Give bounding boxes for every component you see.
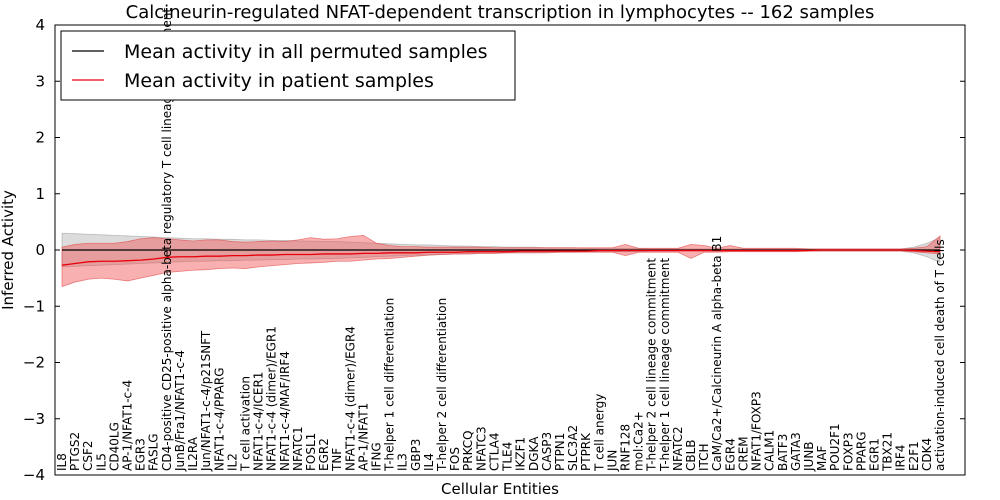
x-category-label: PTGS2: [68, 432, 82, 471]
x-category-label: CD4-positive CD25-positive alpha-beta re…: [160, 8, 174, 471]
x-category-label: CREM: [736, 436, 750, 471]
x-category-label: CDK4: [920, 438, 934, 471]
x-category-label: NFAT1/FOXP3: [750, 391, 764, 471]
x-category-label: JunB/Fra1/NFAT1-c-4: [173, 350, 187, 472]
x-category-label: T-helper 1 cell lineage commitment: [658, 258, 672, 472]
x-category-label: Jun/NFAT1-c-4/p21SNFT: [199, 330, 213, 472]
x-category-label: SLC3A2: [566, 425, 580, 471]
x-category-label: T-helper 2 cell lineage commitment: [645, 258, 659, 472]
x-category-label: NFAT1-c-4 (dimer)/EGR1: [265, 326, 279, 471]
x-category-label: NFAT1-c-4/MAF/IRF4: [278, 351, 292, 471]
y-tick-label: −2: [23, 354, 45, 372]
x-category-label: FOXP3: [841, 432, 855, 471]
y-tick-label: −4: [23, 466, 45, 484]
x-category-label: CTLA4: [487, 432, 501, 471]
x-category-label: CaM/Ca2+/Calcineurin A alpha-beta B1: [710, 236, 724, 471]
x-category-label: IL5: [94, 453, 108, 471]
x-category-label: activation-induced cell death of T cells: [933, 239, 947, 471]
y-tick-label: −1: [23, 297, 45, 315]
legend-box: [60, 30, 516, 101]
series-lines: [61, 249, 941, 266]
x-category-label: CBLB: [684, 439, 698, 471]
x-category-label: JUN: [605, 450, 619, 472]
x-category-label: PTPN1: [553, 433, 567, 471]
x-category-label: CD40LG: [107, 422, 121, 471]
y-tick-label: 1: [35, 185, 45, 203]
line-patient: [61, 249, 941, 266]
x-category-label: EGR1: [867, 438, 881, 471]
x-category-label: T-helper 1 cell differentiation: [383, 298, 397, 472]
x-category-label: CSF2: [81, 440, 95, 471]
x-category-label: AP-1/NFAT1-c-4: [121, 380, 135, 471]
x-category-label: IL3: [396, 453, 410, 471]
x-category-label: IFNG: [370, 442, 384, 471]
x-category-label: IL4: [422, 453, 436, 471]
x-category-label: FOS: [448, 447, 462, 471]
y-axis-ticks: 4 3 2 1 0 −1 −2 −3 −4: [23, 16, 965, 484]
x-category-label: DGKA: [527, 436, 541, 471]
x-category-label: POU2F1: [828, 423, 842, 471]
x-category-label: FOSL1: [304, 433, 318, 471]
x-category-label: GBP3: [409, 439, 423, 471]
legend-label-permuted: Mean activity in all permuted samples: [124, 41, 487, 63]
x-category-label: JUNB: [802, 441, 816, 472]
x-category-label: T cell anergy: [592, 394, 606, 472]
y-tick-label: −3: [23, 410, 45, 428]
x-category-label: EGR3: [134, 438, 148, 471]
x-category-label: EGR4: [723, 438, 737, 471]
x-category-label: IL2: [225, 453, 239, 471]
x-category-label: T cell activation: [238, 376, 252, 472]
x-category-label: ITCH: [697, 443, 711, 471]
legend: Mean activity in all permuted samples Me…: [60, 30, 516, 101]
x-category-label: NFATC1: [291, 426, 305, 471]
y-tick-label: 3: [35, 72, 45, 90]
x-category-label: NFATC2: [671, 426, 685, 471]
y-axis-title: Inferred Activity: [0, 190, 17, 310]
x-category-label: PPARG: [854, 431, 868, 471]
x-category-label: T-helper 2 cell differentiation: [435, 298, 449, 472]
x-category-label: TBX21: [881, 432, 895, 472]
y-tick-label: 0: [35, 241, 45, 259]
x-category-label: MAF: [815, 445, 829, 471]
x-category-label: RNF128: [618, 424, 632, 471]
x-category-label: GATA3: [789, 432, 803, 471]
x-category-label: IL2RA: [186, 436, 200, 471]
y-tick-label: 4: [35, 16, 45, 34]
chart-title: Calcineurin-regulated NFAT-dependent tra…: [126, 2, 875, 23]
y-tick-label: 2: [35, 129, 45, 147]
x-category-label: IL8: [55, 453, 69, 471]
x-category-label: BATF3: [776, 434, 790, 471]
x-category-label: IRF4: [894, 445, 908, 471]
x-category-labels: IL8 PTGS2 CSF2 IL5 CD40LG AP-1/NFAT1-c-4 EGR3 F…: [55, 8, 947, 472]
x-category-label: E2F1: [907, 441, 921, 471]
x-category-label: EGR2: [317, 438, 331, 471]
x-category-label: NFAT1-c-4/PPARG: [212, 367, 226, 471]
x-category-label: CALM1: [763, 430, 777, 471]
x-category-label: NFAT1-c-4 (dimer)/EGR4: [343, 326, 357, 471]
x-category-label: IKZF1: [514, 437, 528, 471]
legend-label-patient: Mean activity in patient samples: [124, 70, 434, 92]
x-category-label: CASP3: [540, 432, 554, 471]
x-category-label: FASLG: [147, 433, 161, 471]
x-category-label: NFAT1-c-4/ICER1: [252, 372, 266, 471]
x-category-label: PTPRK: [579, 432, 593, 471]
band-patient: [61, 234, 941, 288]
x-category-label: TLE4: [501, 442, 515, 472]
x-axis-title: Cellular Entities: [441, 480, 559, 498]
x-category-label: mol:Ca2+: [632, 411, 646, 471]
x-category-label: AP-1/NFAT1: [356, 403, 370, 471]
x-category-label: NFATC3: [474, 426, 488, 471]
x-category-label: PRKCQ: [461, 430, 475, 471]
x-category-label: TNF: [330, 448, 344, 472]
